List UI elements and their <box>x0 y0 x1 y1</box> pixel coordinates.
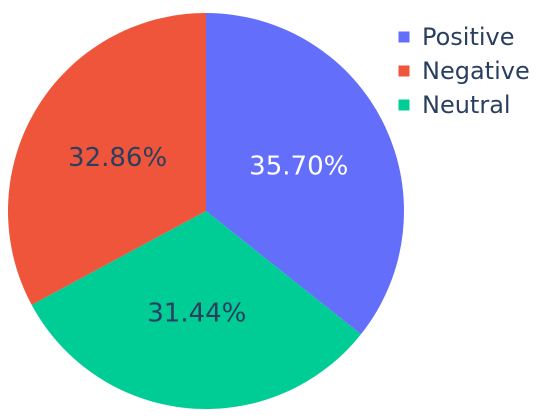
legend: Positive Negative Neutral <box>398 23 530 119</box>
legend-swatch-neutral <box>398 99 410 111</box>
legend-label-neutral: Neutral <box>422 91 511 119</box>
legend-label-negative: Negative <box>422 57 530 85</box>
legend-swatch-negative <box>398 65 410 77</box>
legend-item-neutral[interactable]: Neutral <box>398 91 511 119</box>
legend-item-negative[interactable]: Negative <box>398 57 530 85</box>
pie-slice-neutral[interactable] <box>31 211 361 409</box>
pie-slice-label-neutral: 31.44% <box>147 299 246 329</box>
pie-slices <box>7 13 405 409</box>
pie-slice-label-negative: 32.86% <box>68 143 167 173</box>
legend-label-positive: Positive <box>422 23 515 51</box>
legend-swatch-positive <box>398 31 410 43</box>
pie-slice-negative[interactable] <box>7 13 206 305</box>
pie-slice-positive[interactable] <box>206 13 405 335</box>
pie-slice-labels: 35.70% 31.44% 32.86% <box>68 143 348 328</box>
pie-slice-label-positive: 35.70% <box>249 151 348 181</box>
legend-item-positive[interactable]: Positive <box>398 23 515 51</box>
